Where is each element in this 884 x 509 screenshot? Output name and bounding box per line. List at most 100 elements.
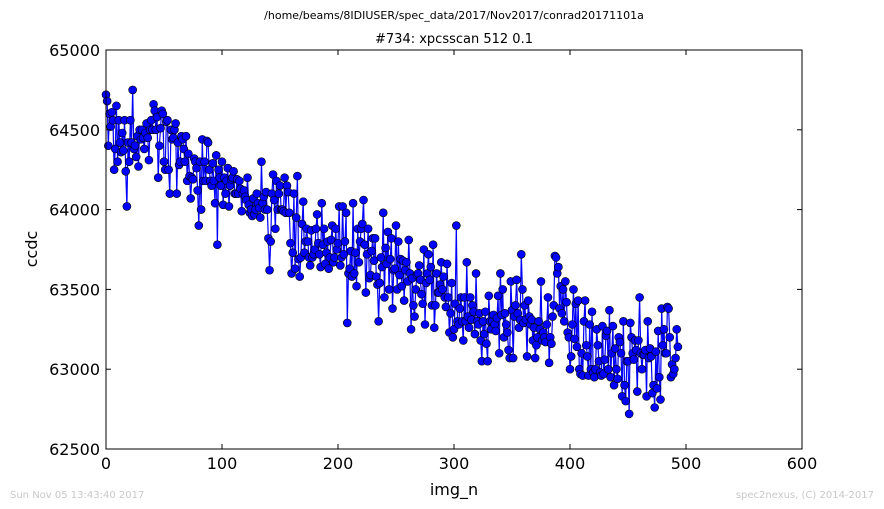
data-point	[164, 165, 173, 174]
data-point	[102, 96, 112, 106]
data-point	[354, 257, 364, 267]
data-point	[620, 380, 629, 390]
data-point	[143, 133, 153, 143]
data-point	[603, 364, 613, 374]
data-point	[498, 285, 508, 294]
data-point	[651, 347, 661, 356]
data-point	[358, 219, 367, 229]
data-point	[144, 155, 154, 165]
x-tick-label: 300	[439, 454, 470, 473]
data-point	[286, 238, 295, 248]
data-point	[671, 353, 680, 363]
data-point	[414, 261, 424, 270]
data-point	[122, 202, 132, 211]
data-point	[388, 304, 397, 313]
data-point	[482, 339, 491, 348]
data-point	[298, 197, 308, 206]
data-point	[565, 364, 575, 374]
data-point	[411, 285, 421, 294]
x-tick-label: 100	[207, 454, 238, 473]
data-point	[543, 293, 553, 302]
data-point	[503, 328, 512, 337]
data-point	[448, 332, 458, 342]
y-tick-label: 64500	[49, 121, 100, 140]
y-axis: 62500 63000 63500 64000 64500 65000	[49, 41, 802, 459]
data-point	[658, 340, 668, 350]
data-point	[580, 296, 590, 305]
data-point	[291, 213, 301, 222]
data-point	[562, 297, 571, 307]
data-point	[274, 189, 284, 198]
x-axis: 0 100 200 300 400 500 600	[101, 50, 817, 473]
data-point	[551, 253, 561, 262]
data-point	[616, 348, 626, 358]
data-point	[384, 285, 394, 294]
data-point	[432, 269, 441, 278]
data-point	[336, 261, 345, 270]
x-tick-label: 600	[787, 454, 818, 473]
data-point	[608, 321, 618, 331]
data-point	[361, 288, 371, 297]
y-axis-label: ccdc	[22, 231, 41, 268]
data-point	[203, 138, 213, 147]
data-point	[566, 352, 576, 361]
data-point	[410, 312, 419, 321]
chart-title: #734: xpcsscan 512 0.1	[375, 32, 533, 47]
data-point	[523, 296, 533, 305]
data-point	[172, 189, 182, 198]
data-point	[536, 277, 546, 286]
data-point	[431, 301, 440, 310]
data-point	[380, 293, 389, 302]
data-point	[359, 195, 368, 205]
data-point	[387, 234, 396, 243]
data-point	[340, 237, 350, 246]
data-point	[180, 157, 190, 167]
data-point	[252, 189, 262, 198]
data-point	[656, 395, 665, 404]
data-point	[568, 320, 577, 329]
data-point	[210, 198, 220, 208]
data-point	[186, 194, 195, 203]
data-point	[117, 128, 127, 138]
data-point	[670, 364, 679, 374]
data-point	[643, 317, 653, 326]
data-point	[370, 234, 380, 243]
data-point	[317, 198, 327, 208]
data-point	[483, 356, 492, 366]
data-point	[493, 291, 503, 301]
data-point	[429, 323, 439, 333]
data-point	[561, 277, 570, 286]
data-point	[610, 344, 620, 353]
data-point	[381, 243, 390, 253]
data-point	[443, 293, 453, 302]
data-point	[221, 189, 230, 198]
data-point	[153, 173, 163, 182]
data-point	[650, 403, 659, 412]
data-point	[462, 257, 472, 267]
data-point	[376, 253, 386, 262]
data-point	[156, 123, 165, 133]
data-point	[420, 320, 430, 329]
data-point	[208, 159, 218, 168]
data-point	[378, 208, 388, 218]
data-point	[333, 238, 343, 248]
data-point	[602, 326, 612, 336]
data-point	[319, 224, 329, 234]
data-point	[406, 324, 416, 334]
data-point	[193, 186, 202, 195]
data-point	[385, 254, 395, 264]
data-point	[635, 293, 644, 302]
data-point	[605, 305, 614, 315]
data-point	[672, 324, 682, 334]
data-point	[326, 235, 336, 245]
data-point	[664, 304, 673, 313]
data-point	[501, 320, 511, 329]
data-point	[188, 174, 198, 184]
data-point	[130, 141, 140, 151]
data-point	[606, 372, 615, 382]
data-point	[518, 285, 527, 294]
data-point	[438, 285, 447, 294]
data-point	[211, 151, 221, 160]
data-point	[439, 272, 448, 281]
data-point	[128, 85, 137, 95]
